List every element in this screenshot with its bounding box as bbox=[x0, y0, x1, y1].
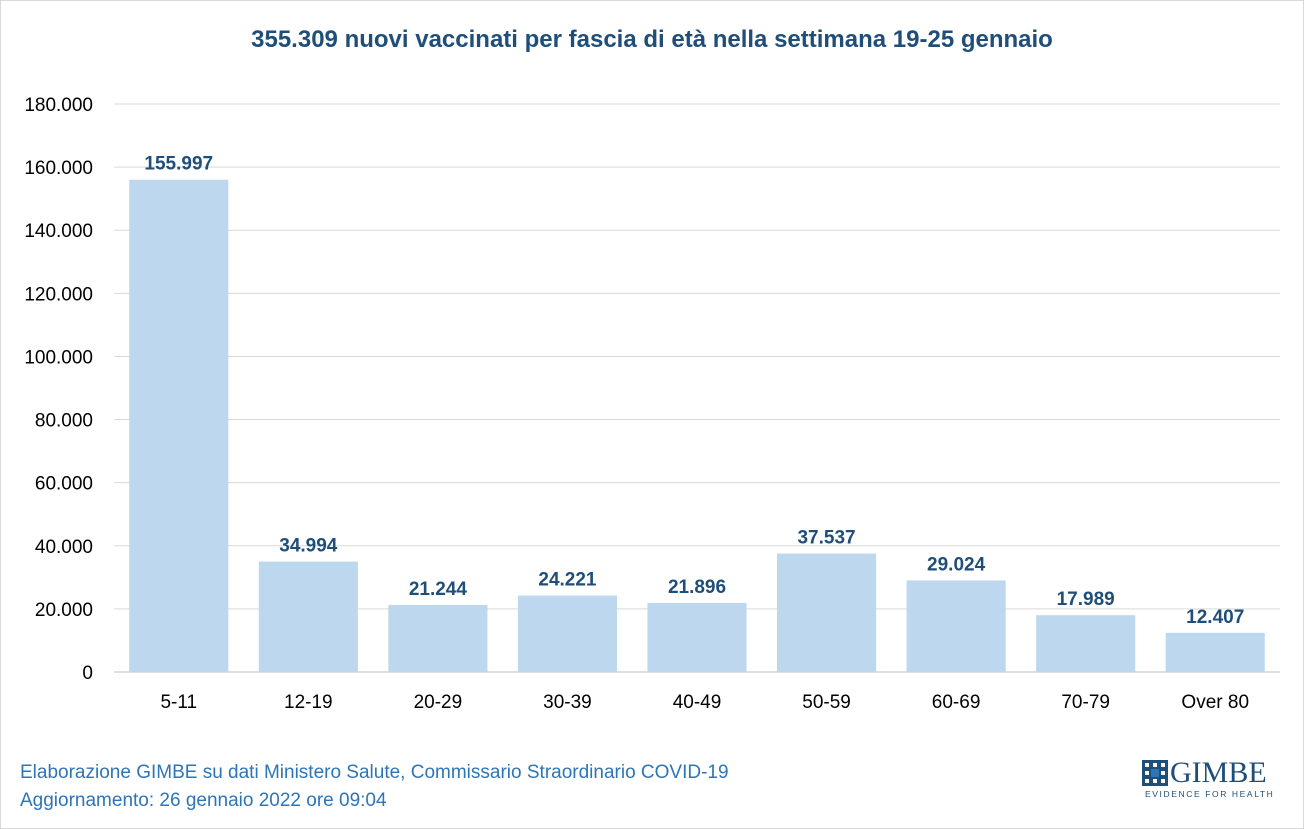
gimbe-logo-tagline: EVIDENCE FOR HEALTH bbox=[1145, 789, 1275, 799]
gimbe-logo-text: GIMBE bbox=[1170, 756, 1267, 789]
bar bbox=[647, 602, 747, 672]
y-tick-label: 160.000 bbox=[24, 158, 93, 179]
y-tick-label: 60.000 bbox=[35, 474, 93, 495]
data-label: 12.407 bbox=[1186, 607, 1244, 628]
x-tick-label: Over 80 bbox=[1181, 692, 1249, 713]
x-tick-label: 5-11 bbox=[160, 692, 197, 713]
y-tick-label: 0 bbox=[82, 663, 93, 684]
x-tick-label: 20-29 bbox=[414, 692, 463, 713]
x-tick-label: 12-19 bbox=[284, 692, 333, 713]
source-note: Elaborazione GIMBE su dati Ministero Sal… bbox=[20, 762, 729, 783]
bar bbox=[777, 553, 877, 672]
y-tick-label: 40.000 bbox=[35, 537, 93, 558]
bar bbox=[258, 561, 358, 672]
bar bbox=[129, 179, 229, 672]
bar bbox=[906, 580, 1006, 672]
data-label: 155.997 bbox=[144, 154, 213, 175]
y-tick-label: 100.000 bbox=[24, 347, 93, 368]
data-label: 17.989 bbox=[1057, 589, 1115, 610]
y-tick-label: 80.000 bbox=[35, 411, 93, 432]
bar bbox=[388, 604, 488, 672]
chart-title: 355.309 nuovi vaccinati per fascia di et… bbox=[251, 26, 1053, 53]
x-tick-label: 60-69 bbox=[932, 692, 981, 713]
bar bbox=[1165, 632, 1265, 672]
x-tick-label: 50-59 bbox=[802, 692, 851, 713]
gimbe-logo: GIMBE EVIDENCE FOR HEALTH bbox=[1142, 756, 1276, 800]
gimbe-logo-grid-icon bbox=[1142, 760, 1168, 786]
bar bbox=[517, 595, 617, 672]
y-tick-label: 120.000 bbox=[24, 284, 93, 305]
x-tick-label: 30-39 bbox=[543, 692, 592, 713]
x-tick-label: 70-79 bbox=[1061, 692, 1110, 713]
y-tick-label: 20.000 bbox=[35, 600, 93, 621]
x-tick-label: 40-49 bbox=[673, 692, 722, 713]
bar bbox=[1036, 615, 1136, 672]
y-tick-label: 140.000 bbox=[24, 221, 93, 242]
data-label: 37.537 bbox=[797, 528, 855, 549]
data-label: 21.896 bbox=[668, 577, 726, 598]
data-label: 24.221 bbox=[538, 570, 597, 591]
data-label: 29.024 bbox=[927, 554, 986, 575]
data-label: 21.244 bbox=[409, 579, 468, 600]
y-tick-label: 180.000 bbox=[24, 95, 93, 116]
update-note: Aggiornamento: 26 gennaio 2022 ore 09:04 bbox=[20, 790, 387, 811]
data-label: 34.994 bbox=[279, 536, 338, 557]
